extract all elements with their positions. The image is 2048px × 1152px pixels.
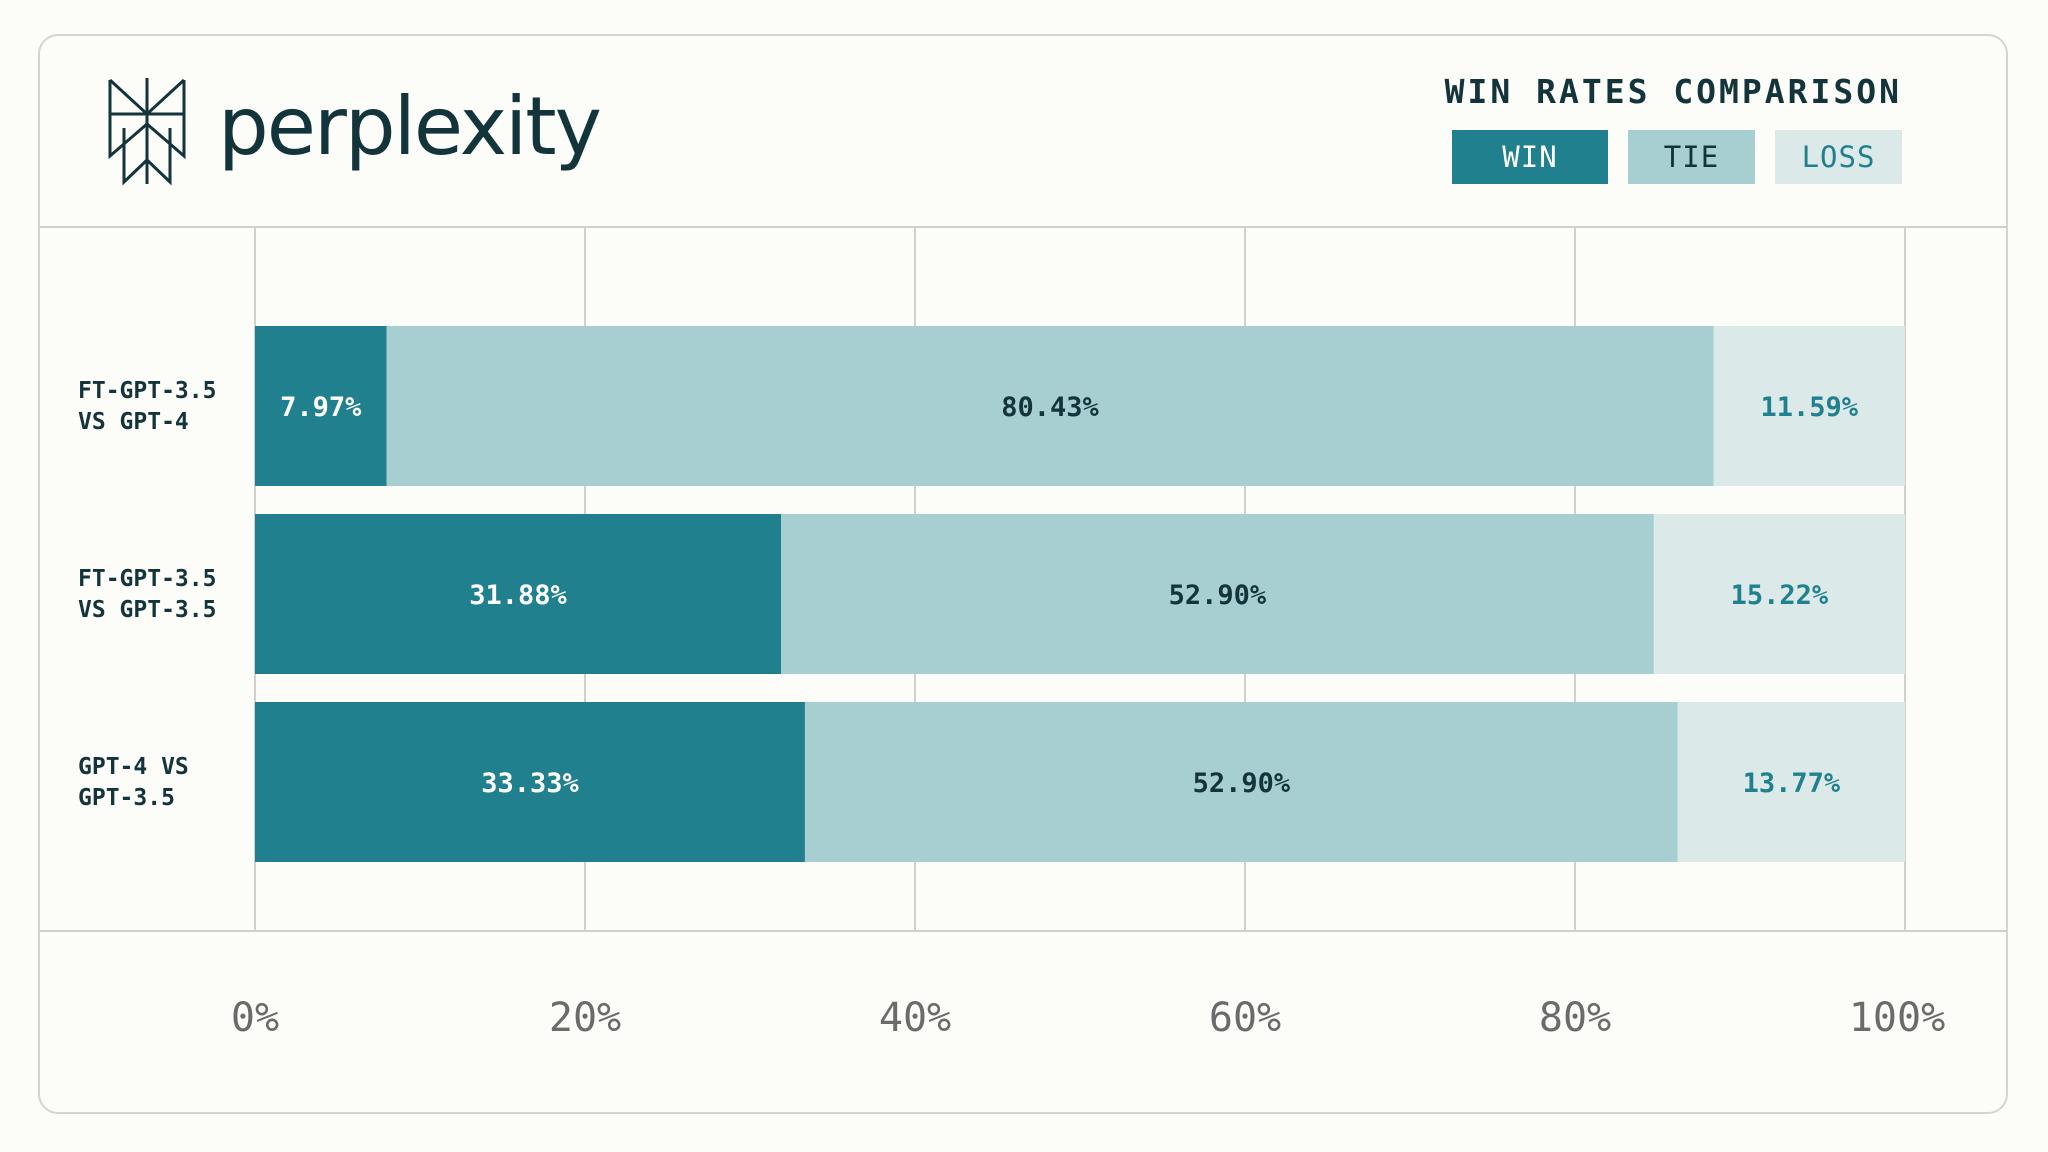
legend: WIN TIE LOSS [1452,130,1902,184]
legend-loss: LOSS [1775,130,1902,184]
bar-win-1 [255,514,782,674]
x-tick-label-3: 60% [1209,995,1281,1041]
bar-win-0 [255,326,387,486]
value-label-tie-0: 80.43% [1001,392,1099,423]
x-tick-label-2: 40% [879,995,951,1041]
category-label-2-1: GPT-3.5 [78,785,175,811]
axis-divider [40,930,2006,932]
value-label-loss-2: 13.77% [1743,768,1841,799]
value-label-loss-0: 11.59% [1760,392,1858,423]
bar-tie-2 [804,702,1678,862]
legend-win: WIN [1452,130,1608,184]
value-label-win-0: 7.97% [280,392,362,423]
header-divider [40,226,2006,228]
bar-loss-1 [1653,514,1905,674]
perplexity-logo-icon [108,78,186,186]
stacked-bar-chart: 7.97% 80.43% 11.59% FT-GPT-3.5 VS GPT-4 31.88… [78,226,1945,1041]
legend-tie-label: TIE [1663,140,1720,174]
x-tick-label-1: 20% [549,995,621,1041]
brand-logo: perplexity [104,76,602,186]
bar-tie-1 [781,514,1654,674]
bar-win-2 [255,702,805,862]
value-label-win-1: 31.88% [469,580,567,611]
legend-tie: TIE [1628,130,1755,184]
value-label-tie-1: 52.90% [1169,580,1267,611]
brand-name: perplexity [218,80,602,173]
category-label-0-1: VS GPT-4 [78,409,189,435]
value-label-tie-2: 52.90% [1193,768,1291,799]
category-label-2-0: GPT-4 VS [78,754,189,780]
chart-card: perplexity WIN RATES COMPARISON WIN TIE … [38,34,2008,1114]
category-label-1-1: VS GPT-3.5 [78,597,216,623]
bar-loss-2 [1677,702,1905,862]
x-tick-label-0: 0% [231,995,279,1041]
value-label-loss-1: 15.22% [1731,580,1829,611]
bar-loss-0 [1713,326,1905,486]
value-label-win-2: 33.33% [481,768,579,799]
legend-win-label: WIN [1502,140,1558,174]
x-tick-label-5: 100% [1849,995,1945,1041]
category-label-1-0: FT-GPT-3.5 [78,566,216,592]
x-tick-label-4: 80% [1539,995,1611,1041]
category-label-0-0: FT-GPT-3.5 [78,378,216,404]
bar-tie-0 [386,326,1714,486]
legend-loss-label: LOSS [1801,140,1876,174]
legend-title: WIN RATES COMPARISON [1444,72,1902,111]
